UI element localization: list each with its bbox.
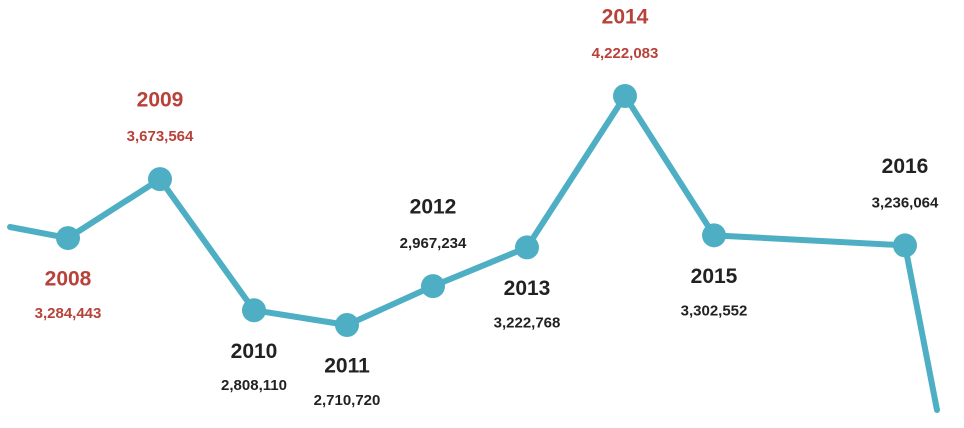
marker bbox=[242, 298, 266, 323]
year-label: 2009 bbox=[137, 89, 184, 112]
value-label: 3,673,564 bbox=[127, 128, 194, 145]
value-label: 3,302,552 bbox=[681, 302, 748, 319]
line-extension bbox=[7, 224, 940, 413]
marker bbox=[702, 223, 726, 248]
value-label: 3,222,768 bbox=[494, 314, 561, 331]
year-label: 2012 bbox=[410, 196, 457, 219]
line bbox=[66, 93, 906, 328]
year-label: 2014 bbox=[602, 6, 649, 29]
year-label: 2016 bbox=[882, 155, 929, 178]
marker bbox=[335, 313, 359, 337]
marker bbox=[613, 84, 637, 108]
value-label: 2,710,720 bbox=[314, 392, 381, 409]
year-label: 2010 bbox=[231, 340, 278, 363]
year-label: 2015 bbox=[691, 265, 738, 288]
marker bbox=[421, 274, 445, 299]
marker bbox=[515, 235, 539, 260]
line-tail bbox=[902, 242, 940, 413]
value-label: 2,808,110 bbox=[221, 377, 287, 394]
year-label: 2011 bbox=[324, 355, 370, 378]
value-label: 3,284,443 bbox=[35, 305, 102, 322]
marker bbox=[148, 167, 172, 192]
marker bbox=[893, 233, 917, 258]
year-label: 2013 bbox=[504, 277, 551, 300]
value-label: 4,222,083 bbox=[592, 45, 659, 62]
marker bbox=[56, 226, 80, 251]
value-label: 3,236,064 bbox=[872, 194, 939, 211]
value-label: 2,967,234 bbox=[400, 235, 467, 252]
year-label: 2008 bbox=[45, 268, 92, 291]
